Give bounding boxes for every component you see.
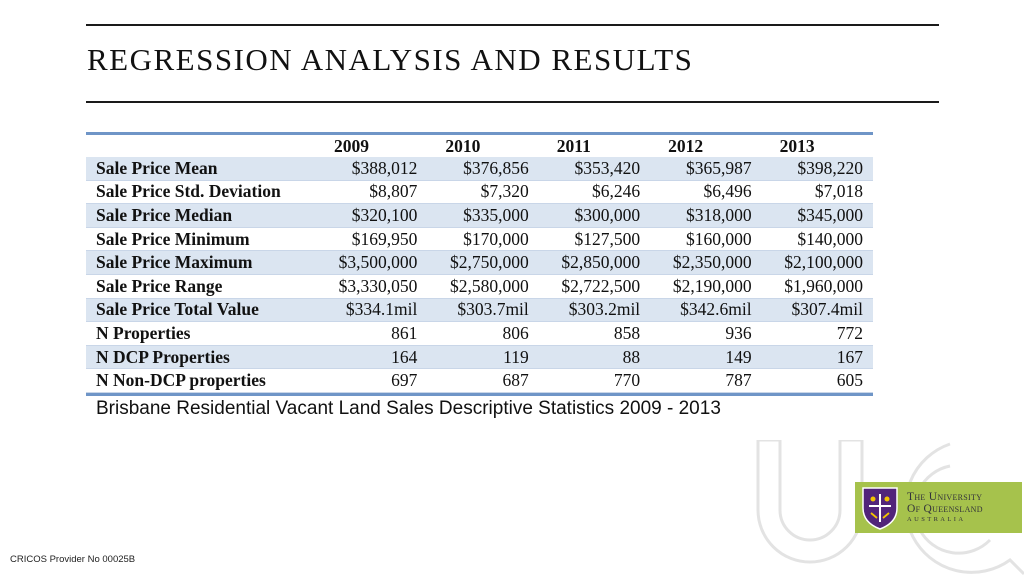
table-cell: $140,000 [797,228,863,249]
table-caption: Brisbane Residential Vacant Land Sales D… [96,398,721,419]
table-header-year: 2013 [779,135,815,156]
table-cell: $2,750,000 [450,252,529,273]
table-header-year: 2010 [445,135,481,156]
row-label: N DCP Properties [96,346,230,367]
table-cell: $320,100 [351,204,418,225]
statistics-table: 2009 2010 2011 2012 2013 Sale Price Mean… [86,135,873,393]
table-cell: $300,000 [574,204,641,225]
table-cell: $318,000 [685,204,752,225]
table-row: Sale Price Std. Deviation $8,807 $7,320 $6,… [86,180,873,204]
row-label: Sale Price Median [96,204,233,225]
table-cell: 772 [836,322,863,343]
table-row: N Properties 861 806 858 936 772 [86,322,873,346]
table-cell: 787 [725,370,752,391]
table-cell: 164 [391,346,418,367]
table-cell: 149 [725,346,752,367]
table-cell: $2,850,000 [561,252,641,273]
website-url: uq.edu.au [858,542,912,556]
table-cell: $2,722,500 [561,275,641,296]
uq-logo-line2: Of Queensland [907,503,983,516]
table-cell: 806 [502,322,529,343]
table-cell: $303.7mil [457,299,529,320]
table-cell: $2,100,000 [784,252,863,273]
table-cell: $335,000 [463,204,529,225]
row-label: Sale Price Std. Deviation [96,181,281,202]
table-row: Sale Price Range $3,330,050 $2,580,000 $2,7… [86,274,873,299]
table-cell: 770 [613,370,641,391]
row-label: Sale Price Range [96,275,223,296]
table-cell: $160,000 [685,228,752,249]
table-cell: 687 [502,370,529,391]
table-cell: $7,018 [814,181,863,202]
table-cell: 861 [391,322,418,343]
table-cell: $1,960,000 [784,275,863,296]
table-row: Sale Price Minimum $169,950 $170,000 $127,5… [86,227,873,251]
table-cell: 605 [836,370,863,391]
table-cell: $307.4mil [791,299,863,320]
table-cell: $388,012 [351,157,418,178]
row-label: N Non-DCP properties [96,370,266,391]
table-cell: $365,987 [685,157,752,178]
table-cell: $345,000 [797,204,863,225]
table-cell: 858 [613,322,641,343]
title-bottom-rule [86,101,939,103]
table-header-year: 2012 [668,135,704,156]
table-row: Sale Price Maximum $3,500,000 $2,750,000 $2… [86,250,873,275]
table-cell: $2,350,000 [672,252,752,273]
row-label: Sale Price Minimum [96,228,250,249]
table-cell: $6,246 [592,181,641,202]
table-cell: 119 [503,346,529,367]
table-header-year: 2011 [556,135,591,156]
table-cell: $2,190,000 [672,275,752,296]
table-cell: $2,580,000 [450,275,529,296]
table-cell: $353,420 [574,157,641,178]
title-top-rule [86,24,939,26]
uq-logo: The University Of Queensland AUSTRALIA [855,482,1022,533]
cricos-footer: CRICOS Provider No 00025B [10,554,136,565]
table-cell: $8,807 [369,181,418,202]
table-cell: $3,330,050 [338,275,418,296]
row-label: Sale Price Mean [96,157,218,178]
uq-logo-line1: The University [907,491,983,504]
row-label: N Properties [96,322,191,343]
table-row: N DCP Properties 164 119 88 149 167 [86,345,873,369]
table-cell: $398,220 [797,157,863,178]
table-row: Sale Price Total Value $334.1mil $303.7mil… [86,298,873,322]
row-label: Sale Price Total Value [96,299,259,320]
table-cell: $3,500,000 [338,252,418,273]
table-row: Sale Price Median $320,100 $335,000 $300,00… [86,203,873,228]
table-cell: $376,856 [463,157,529,178]
table-row: Sale Price Mean $388,012 $376,856 $353,420 $… [86,157,873,181]
table-body: Sale Price Mean $388,012 $376,856 $353,420 $… [86,157,873,393]
table-header-row: 2009 2010 2011 2012 2013 [86,135,873,157]
table-cell: $170,000 [463,228,529,249]
uq-logo-text: The University Of Queensland AUSTRALIA [907,491,983,524]
table-cell: 167 [836,346,863,367]
uq-logo-line3: AUSTRALIA [907,516,966,524]
table-cell: $169,950 [351,228,418,249]
table-cell: $7,320 [480,181,529,202]
table-header-year: 2009 [334,135,369,156]
table-cell: $334.1mil [345,299,418,320]
table-cell: $6,496 [703,181,752,202]
uq-crest-icon [862,486,898,530]
table-cell: 697 [391,370,418,391]
table-cell: $303.2mil [568,299,641,320]
table-cell: $342.6mil [680,299,752,320]
statistics-table-container: 2009 2010 2011 2012 2013 Sale Price Mean… [86,132,873,396]
slide-title: REGRESSION ANALYSIS AND RESULTS [87,42,694,77]
table-cell: $127,500 [574,228,641,249]
table-row: N Non-DCP properties 697 687 770 787 605 [86,369,873,393]
row-label: Sale Price Maximum [96,252,253,273]
table-cell: 88 [622,346,641,367]
table-cell: 936 [725,322,752,343]
table-header-blank [86,135,316,157]
